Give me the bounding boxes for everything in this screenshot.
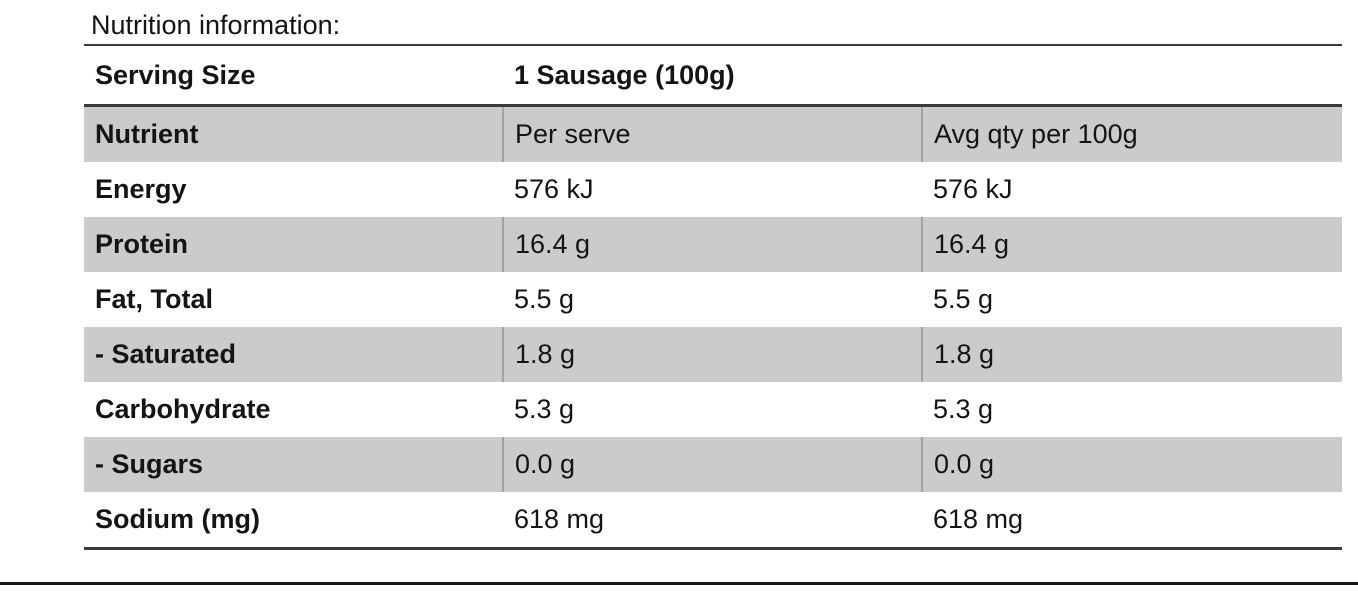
- per-100g-cell: 5.3 g: [933, 394, 994, 424]
- nutrient-name-cell: - Saturated: [84, 327, 503, 382]
- per-100g-cell: 1.8 g: [920, 327, 1343, 382]
- per-100g-cell: 576 kJ: [933, 174, 1013, 204]
- nutrient-name-cell: Sodium (mg): [95, 504, 260, 534]
- serving-size-row: Serving Size 1 Sausage (100g): [84, 45, 1343, 107]
- page-bottom-rule: [0, 582, 1358, 585]
- per-serve-cell: 576 kJ: [514, 174, 594, 204]
- column-header-per-serve: Per serve: [502, 105, 922, 162]
- table-row: Energy 576 kJ 576 kJ: [84, 162, 1342, 217]
- nutrient-name-cell: Fat, Total: [95, 284, 213, 314]
- serving-size-value: 1 Sausage (100g): [503, 45, 1343, 107]
- per-serve-cell: 5.3 g: [514, 394, 575, 424]
- per-100g-cell: 618 mg: [933, 504, 1024, 534]
- per-serve-cell: 5.5 g: [514, 284, 575, 314]
- per-serve-cell: 16.4 g: [502, 217, 922, 272]
- per-100g-cell: 16.4 g: [920, 217, 1343, 272]
- per-100g-cell: 0.0 g: [920, 437, 1343, 492]
- per-serve-cell: 1.8 g: [502, 327, 922, 382]
- nutrient-name-cell: - Sugars: [84, 437, 503, 492]
- per-serve-cell: 0.0 g: [502, 437, 922, 492]
- nutrition-information-title: Nutrition information:: [91, 10, 341, 40]
- column-header-row: Nutrient Per serve Avg qty per 100g: [84, 105, 1343, 162]
- table-row: - Sugars 0.0 g 0.0 g: [84, 437, 1343, 492]
- serving-size-label: Serving Size: [84, 45, 503, 107]
- table-row: Protein 16.4 g 16.4 g: [84, 217, 1343, 272]
- table-row: Sodium (mg) 618 mg 618 mg: [84, 492, 1342, 549]
- nutrient-name-cell: Carbohydrate: [95, 394, 271, 424]
- table-row: Carbohydrate 5.3 g 5.3 g: [84, 382, 1342, 437]
- table-row: - Saturated 1.8 g 1.8 g: [84, 327, 1343, 382]
- nutrient-name-cell: Protein: [84, 217, 503, 272]
- column-header-per-100g: Avg qty per 100g: [920, 105, 1343, 162]
- per-serve-cell: 618 mg: [514, 504, 605, 534]
- nutrition-table: Serving Size 1 Sausage (100g) Nutrient P…: [84, 44, 1343, 550]
- column-header-nutrient: Nutrient: [84, 105, 503, 162]
- table-row: Fat, Total 5.5 g 5.5 g: [84, 272, 1342, 327]
- per-100g-cell: 5.5 g: [933, 284, 994, 314]
- nutrient-name-cell: Energy: [95, 174, 187, 204]
